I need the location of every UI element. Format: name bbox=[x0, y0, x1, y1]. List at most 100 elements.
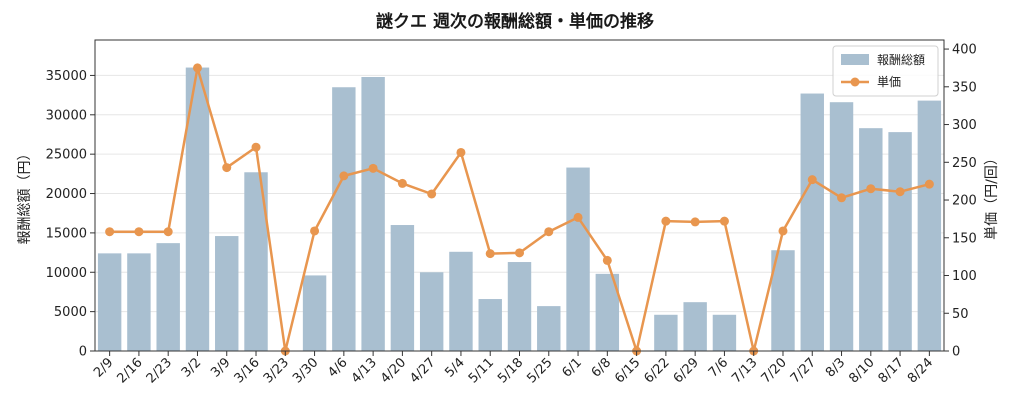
bar bbox=[302, 275, 327, 351]
bar bbox=[859, 128, 883, 351]
y-right-tick-label: 350 bbox=[952, 80, 977, 95]
line-point bbox=[866, 184, 876, 194]
bar bbox=[390, 225, 415, 351]
x-tick-label: 3/2 bbox=[179, 355, 204, 380]
x-tick-label: 8/10 bbox=[846, 355, 877, 386]
chart-title: 謎クエ 週次の報酬総額・単価の推移 bbox=[376, 11, 654, 32]
y-axis-left-label: 報酬総額（円） bbox=[17, 147, 33, 245]
x-tick-label: 5/18 bbox=[495, 355, 526, 386]
x-tick-label: 4/13 bbox=[349, 355, 380, 386]
bar bbox=[595, 273, 620, 351]
line-point bbox=[222, 163, 232, 173]
x-tick-label: 6/1 bbox=[559, 355, 584, 380]
bar bbox=[478, 299, 502, 351]
line-point bbox=[310, 226, 320, 236]
bar bbox=[507, 262, 532, 351]
y-right-tick-label: 250 bbox=[952, 156, 977, 171]
y-right-tick-label: 200 bbox=[952, 194, 977, 209]
x-tick-label: 3/16 bbox=[232, 355, 263, 386]
line-point bbox=[339, 171, 349, 181]
x-tick-label: 2/16 bbox=[114, 355, 145, 386]
y-left-tick-label: 30000 bbox=[46, 108, 87, 123]
line-series bbox=[105, 63, 934, 356]
line-point bbox=[690, 217, 700, 227]
line-point bbox=[397, 178, 407, 188]
y-left-tick-label: 5000 bbox=[54, 305, 87, 320]
line-point bbox=[192, 63, 202, 73]
y-left-tick-label: 10000 bbox=[46, 266, 87, 281]
y-left-tick-label: 15000 bbox=[46, 226, 87, 241]
x-tick-label: 2/23 bbox=[144, 355, 175, 386]
x-tick-label: 8/24 bbox=[905, 355, 936, 386]
bar bbox=[800, 93, 824, 351]
bar bbox=[185, 67, 210, 352]
y-right-tick-label: 300 bbox=[952, 118, 977, 133]
line-point bbox=[895, 187, 905, 197]
line-point bbox=[456, 147, 466, 157]
x-tick-label: 7/27 bbox=[788, 355, 819, 386]
legend-line-label: 単価 bbox=[877, 75, 901, 89]
line-point bbox=[163, 227, 173, 237]
line-point bbox=[368, 163, 378, 173]
bar bbox=[244, 172, 268, 351]
legend-bar-label: 報酬総額 bbox=[877, 53, 925, 67]
line-point bbox=[485, 249, 495, 259]
x-tick-label: 8/17 bbox=[876, 355, 907, 386]
bar bbox=[361, 77, 385, 351]
line-point bbox=[807, 175, 817, 185]
line-point bbox=[778, 226, 788, 236]
line-point bbox=[105, 227, 115, 237]
bar bbox=[97, 253, 122, 351]
bar bbox=[127, 253, 151, 351]
y-axis-right-label: 単価（円/回） bbox=[984, 151, 1000, 240]
line-point bbox=[602, 255, 612, 265]
x-tick-label: 2/9 bbox=[91, 355, 116, 380]
x-tick-label: 7/6 bbox=[706, 355, 731, 380]
x-tick-label: 7/13 bbox=[729, 355, 760, 386]
bar bbox=[419, 272, 444, 351]
line-point bbox=[837, 193, 847, 203]
x-tick-label: 3/9 bbox=[208, 355, 233, 380]
x-tick-label: 4/27 bbox=[407, 355, 438, 386]
bar-series bbox=[97, 67, 942, 352]
bar bbox=[771, 250, 795, 351]
line-point bbox=[924, 179, 934, 189]
bar bbox=[449, 251, 473, 351]
bar bbox=[215, 236, 239, 351]
line-point bbox=[134, 227, 144, 237]
bar bbox=[888, 132, 912, 351]
y-right-tick-label: 100 bbox=[952, 269, 977, 284]
x-tick-label: 6/29 bbox=[671, 355, 702, 386]
y-right-tick-label: 0 bbox=[952, 345, 960, 360]
line-point bbox=[515, 248, 524, 258]
bar bbox=[537, 306, 561, 351]
bar bbox=[332, 87, 356, 351]
x-tick-label: 3/23 bbox=[261, 355, 292, 386]
x-tick-label: 4/6 bbox=[325, 355, 350, 380]
line-point bbox=[573, 212, 583, 222]
x-tick-label: 6/15 bbox=[612, 355, 643, 386]
y-right-tick-label: 50 bbox=[952, 307, 969, 322]
x-tick-label: 5/4 bbox=[442, 355, 467, 380]
x-tick-label: 4/20 bbox=[378, 355, 409, 386]
y-left-tick-label: 20000 bbox=[46, 187, 87, 202]
y-left-tick-label: 25000 bbox=[46, 148, 87, 163]
bar bbox=[683, 302, 707, 351]
bar bbox=[566, 167, 590, 351]
x-tick-label: 8/3 bbox=[823, 355, 848, 380]
x-tick-label: 7/20 bbox=[759, 355, 790, 386]
y-right-tick-label: 150 bbox=[952, 231, 977, 246]
x-tick-label: 6/22 bbox=[641, 355, 672, 386]
legend-line-marker bbox=[850, 77, 860, 87]
y-left-tick-label: 0 bbox=[79, 345, 87, 360]
x-tick-label: 5/11 bbox=[466, 355, 497, 386]
line-point bbox=[251, 142, 261, 152]
x-tick-label: 5/25 bbox=[524, 355, 555, 386]
bar bbox=[654, 314, 678, 351]
bar bbox=[712, 314, 737, 351]
bar bbox=[829, 102, 854, 351]
x-tick-label: 6/8 bbox=[589, 355, 614, 380]
line-point bbox=[544, 227, 554, 237]
bar bbox=[917, 100, 942, 352]
